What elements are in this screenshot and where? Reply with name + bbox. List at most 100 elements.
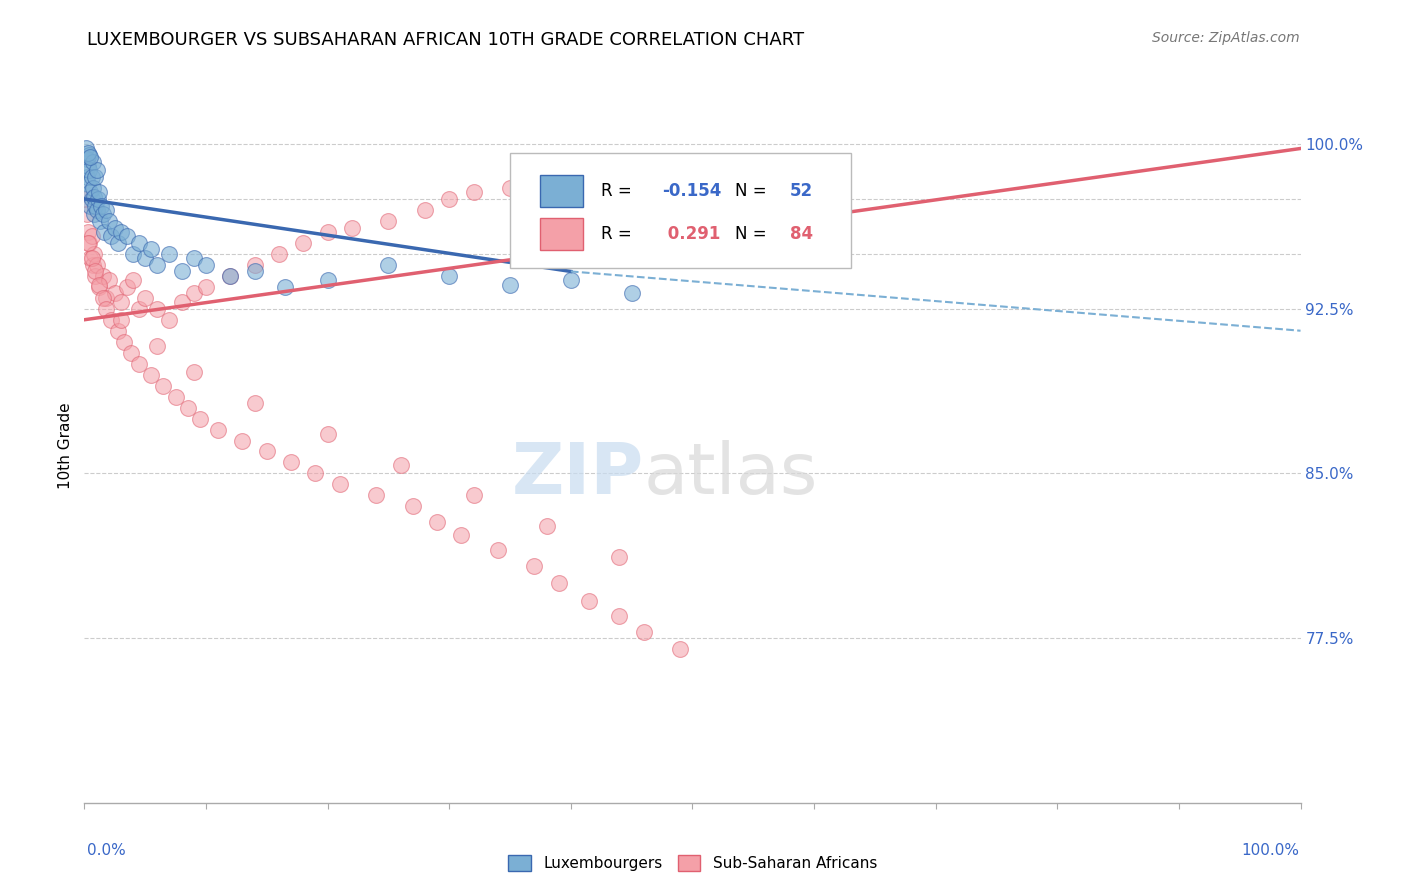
Point [609, 549, 631, 564]
Point [146, 339, 169, 353]
Point [188, 411, 211, 425]
Point [77, 163, 100, 178]
Point [463, 186, 485, 200]
Point [87, 192, 110, 206]
Text: N =: N = [735, 182, 772, 200]
Point [79, 150, 101, 164]
Point [77, 148, 100, 162]
Point [84, 268, 107, 283]
Point [77, 235, 100, 250]
Point [128, 301, 150, 316]
Point [536, 519, 558, 533]
Point [75, 192, 97, 206]
Point [256, 444, 278, 458]
Point [84, 264, 107, 278]
Point [75, 141, 97, 155]
Point [134, 291, 156, 305]
Point [104, 220, 127, 235]
Point [426, 515, 449, 529]
Point [523, 558, 546, 573]
Point [91, 268, 114, 283]
Point [110, 312, 132, 326]
Point [77, 159, 100, 173]
Point [122, 247, 145, 261]
Text: Source: ZipAtlas.com: Source: ZipAtlas.com [1152, 31, 1299, 45]
Point [243, 264, 266, 278]
Point [231, 434, 253, 448]
Text: LUXEMBOURGER VS SUBSAHARAN AFRICAN 10TH GRADE CORRELATION CHART: LUXEMBOURGER VS SUBSAHARAN AFRICAN 10TH … [87, 31, 804, 49]
Point [620, 229, 643, 244]
Point [340, 220, 363, 235]
Point [79, 252, 101, 266]
Text: R =: R = [602, 182, 637, 200]
Point [100, 312, 122, 326]
Point [134, 252, 156, 266]
Point [93, 225, 115, 239]
Point [77, 177, 100, 191]
Point [80, 169, 103, 184]
Point [84, 169, 107, 184]
Point [463, 488, 485, 502]
Point [87, 277, 110, 292]
Point [560, 207, 582, 221]
Point [439, 268, 461, 283]
Point [141, 243, 163, 257]
Point [633, 624, 655, 639]
Point [207, 423, 229, 437]
Point [316, 273, 339, 287]
Point [128, 357, 150, 371]
Point [100, 229, 122, 244]
Point [107, 324, 129, 338]
Point [141, 368, 163, 382]
Point [583, 220, 606, 235]
Point [79, 198, 101, 212]
Point [120, 345, 142, 359]
Point [377, 258, 399, 272]
Point [76, 153, 98, 167]
Point [316, 225, 339, 239]
Point [620, 286, 643, 301]
Point [499, 277, 522, 292]
Point [682, 252, 704, 266]
Point [104, 286, 127, 301]
Point [82, 258, 104, 272]
Point [83, 207, 105, 221]
Point [439, 192, 461, 206]
Point [80, 252, 103, 266]
Point [499, 181, 522, 195]
Point [578, 594, 600, 608]
Point [83, 190, 105, 204]
Point [486, 543, 509, 558]
Point [547, 576, 569, 591]
Point [657, 243, 679, 257]
Point [115, 280, 138, 294]
Point [165, 390, 187, 404]
Point [243, 258, 266, 272]
Point [183, 366, 205, 380]
Point [89, 214, 111, 228]
Point [107, 235, 129, 250]
Text: ZIP: ZIP [512, 440, 644, 509]
Point [114, 334, 136, 349]
Point [159, 312, 181, 326]
Point [110, 295, 132, 310]
Point [146, 258, 169, 272]
Point [122, 273, 145, 287]
Point [292, 235, 315, 250]
Point [80, 192, 103, 206]
Point [82, 154, 104, 169]
Y-axis label: 10th Grade: 10th Grade [58, 402, 73, 490]
Text: atlas: atlas [644, 440, 818, 509]
Point [560, 273, 582, 287]
Point [402, 500, 425, 514]
FancyBboxPatch shape [510, 153, 851, 268]
Point [366, 488, 388, 502]
Point [82, 181, 104, 195]
Point [146, 301, 169, 316]
Text: 84: 84 [790, 225, 813, 243]
FancyBboxPatch shape [540, 175, 583, 207]
Point [450, 528, 472, 542]
Text: 0.291: 0.291 [662, 225, 720, 243]
Point [86, 163, 108, 178]
Point [329, 477, 352, 491]
